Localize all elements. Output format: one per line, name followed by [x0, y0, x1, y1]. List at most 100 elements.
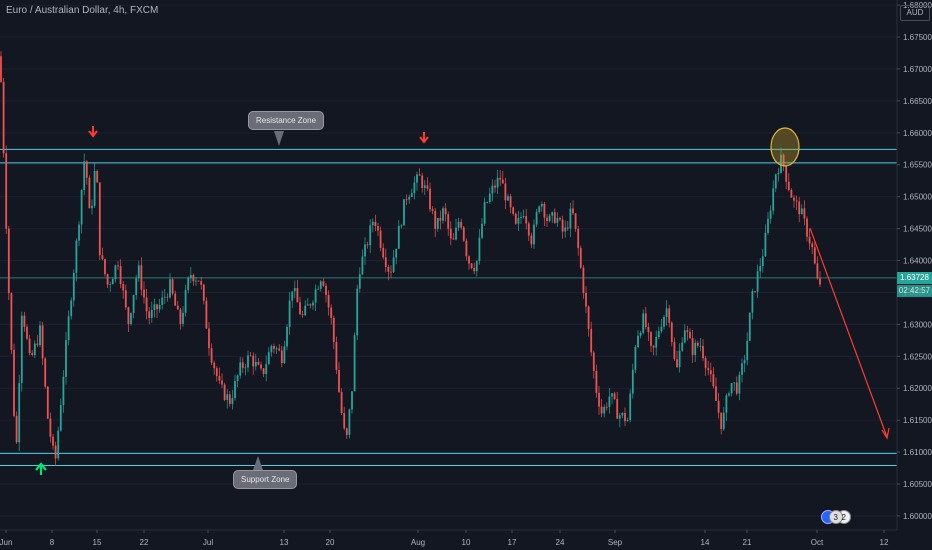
- candle-up: [182, 312, 184, 324]
- candle-down: [122, 284, 125, 291]
- resistance-zone-label: Resistance Zone: [248, 111, 325, 130]
- candle-up: [423, 185, 426, 188]
- candle-down: [174, 293, 177, 306]
- price-tick-label: 1.66500: [903, 97, 932, 106]
- candle-down: [577, 228, 580, 249]
- candle-down: [210, 348, 213, 363]
- candle-up: [275, 348, 278, 350]
- price-tick-label: 1.64000: [903, 257, 932, 266]
- event-badges[interactable]: 3 2: [821, 509, 851, 525]
- candle-up: [660, 326, 663, 332]
- candle-up: [369, 225, 372, 246]
- candle-up: [231, 398, 234, 404]
- candle-down: [499, 177, 502, 180]
- candle-down: [343, 412, 346, 429]
- candle-down: [387, 266, 390, 272]
- candle-down: [330, 307, 333, 318]
- candle-up: [62, 376, 65, 406]
- candle-up: [270, 345, 273, 353]
- badge-count-2: 2: [842, 513, 847, 522]
- currency-label[interactable]: AUD: [900, 5, 930, 21]
- candle-up: [65, 340, 67, 377]
- candle-down: [452, 238, 455, 240]
- top-highlight-circle: [770, 127, 800, 167]
- candle-down: [652, 345, 655, 348]
- candle-up: [267, 352, 270, 365]
- price-tick-label: 1.60500: [903, 480, 932, 489]
- candle-up: [234, 380, 236, 399]
- candle-down: [702, 345, 704, 359]
- time-tick-label: 22: [140, 538, 149, 547]
- candle-down: [49, 418, 52, 437]
- candle-up: [158, 304, 161, 310]
- time-tick-label: 10: [462, 538, 471, 547]
- candle-down: [205, 300, 208, 329]
- candle-down: [470, 263, 473, 268]
- candle-down: [696, 342, 699, 346]
- time-axis[interactable]: Jun 8 15 22 Jul 13 20 Aug 10 17 24 Sep 14 21 Oct 12: [0, 530, 889, 547]
- candle-down: [379, 230, 382, 248]
- candle-up: [371, 221, 374, 226]
- candle-up: [356, 288, 359, 336]
- candle-down: [595, 370, 598, 393]
- candle-down: [439, 217, 442, 221]
- candle-down: [124, 290, 127, 308]
- price-tick-label: 1.62500: [903, 352, 932, 361]
- candle-down: [546, 217, 548, 222]
- candle-up: [400, 225, 403, 227]
- candle-down: [465, 240, 468, 257]
- price-tick-label: 1.67000: [903, 65, 932, 74]
- candle-up: [743, 360, 746, 364]
- candle-down: [301, 314, 304, 316]
- candle-down: [808, 236, 811, 244]
- candle-down: [179, 309, 182, 324]
- support-callout-pointer: [253, 456, 263, 470]
- candle-up: [678, 350, 681, 368]
- candle-up: [774, 174, 777, 189]
- candle-up: [169, 279, 171, 298]
- candle-down: [579, 248, 582, 268]
- candle-down: [213, 362, 216, 369]
- candle-down: [468, 256, 470, 264]
- projection-arrowhead-icon: [881, 427, 890, 440]
- candle-down: [10, 293, 13, 350]
- candle-down: [811, 243, 814, 248]
- candle-down: [460, 221, 463, 228]
- candle-up: [226, 394, 229, 400]
- candle-down: [585, 293, 587, 307]
- candle-down: [668, 308, 671, 323]
- candle-up: [548, 215, 551, 222]
- time-tick-label: Jun: [0, 538, 12, 547]
- candle-down: [803, 208, 806, 219]
- candle-down: [715, 386, 717, 401]
- candle-up: [741, 363, 743, 375]
- candle-up: [195, 280, 197, 282]
- candle-down: [504, 183, 507, 201]
- candle-up: [655, 337, 658, 348]
- candle-down: [171, 279, 174, 294]
- candle-down: [444, 208, 447, 215]
- price-axis[interactable]: 1.680001.675001.670001.665001.660001.655…: [897, 1, 932, 521]
- candle-down: [806, 218, 808, 237]
- candle-down: [192, 274, 195, 282]
- candle-up: [488, 193, 491, 203]
- candle-up: [663, 316, 665, 327]
- time-tick-label: 24: [556, 538, 565, 547]
- candle-up: [767, 218, 769, 233]
- candle-up: [442, 208, 444, 221]
- candle-up: [611, 393, 613, 397]
- candle-down: [156, 304, 158, 310]
- candle-up: [187, 277, 190, 291]
- candle-up: [265, 364, 268, 374]
- candle-down: [676, 359, 678, 368]
- candle-down: [605, 406, 608, 408]
- candle-down: [228, 394, 231, 404]
- candle-down: [106, 274, 109, 285]
- candlestick-series: [0, 51, 821, 466]
- candle-up: [57, 430, 60, 459]
- candle-up: [59, 405, 62, 431]
- candle-down: [798, 201, 801, 215]
- candle-down: [819, 278, 821, 285]
- candle-down: [735, 382, 738, 394]
